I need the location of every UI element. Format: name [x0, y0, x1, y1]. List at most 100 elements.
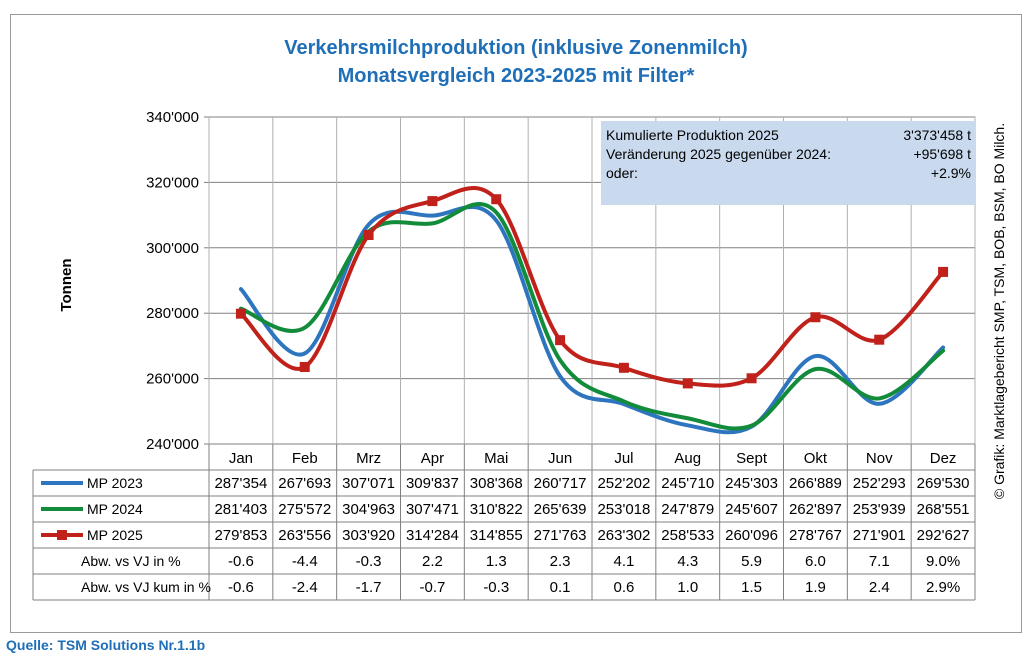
table-cell: 247'879 [661, 501, 714, 518]
category-label: Feb [292, 450, 318, 467]
data-point-marker [555, 335, 566, 346]
table-cell: 279'853 [214, 527, 267, 544]
credit-text: © Grafik: Marktlagebericht SMP, TSM, BOB… [991, 123, 1007, 499]
table-cell: 245'710 [661, 475, 714, 492]
legend-key-marker [57, 530, 67, 540]
table-cell: 2.4 [869, 579, 890, 596]
category-label: Dez [930, 450, 957, 467]
table-cell: -0.3 [356, 553, 382, 570]
annotation-box [601, 121, 975, 205]
table-cell: 9.0% [926, 553, 960, 570]
table-cell: 1.5 [741, 579, 762, 596]
table-cell: 262'897 [789, 501, 842, 518]
y-tick-label: 240'000 [146, 436, 199, 453]
legend-label: MP 2024 [87, 501, 143, 517]
y-tick-label: 320'000 [146, 174, 199, 191]
table-cell: 4.3 [677, 553, 698, 570]
chart-title-line: Verkehrsmilchproduktion (inklusive Zonen… [284, 37, 747, 59]
table-cell: 5.9 [741, 553, 762, 570]
table-cell: 309'837 [406, 475, 459, 492]
table-cell: 253'939 [853, 501, 906, 518]
table-cell: 245'303 [725, 475, 778, 492]
table-cell: -2.4 [292, 579, 318, 596]
data-point-marker [682, 378, 693, 389]
data-point-marker [235, 308, 246, 319]
chart: Verkehrsmilchproduktion (inklusive Zonen… [32, 37, 1007, 601]
y-tick-label: 340'000 [146, 109, 199, 126]
table-cell: 2.2 [422, 553, 443, 570]
table-cell: 278'767 [789, 527, 842, 544]
legend-label: MP 2023 [87, 475, 143, 491]
data-point-marker [491, 194, 502, 205]
table-cell: 2.9% [926, 579, 960, 596]
category-label: Aug [674, 450, 701, 467]
data-point-marker [363, 229, 374, 240]
data-point-marker [938, 266, 949, 277]
category-label: Jun [548, 450, 572, 467]
category-label: Jul [614, 450, 633, 467]
table-cell: 1.3 [486, 553, 507, 570]
category-label: Jan [229, 450, 253, 467]
table-cell: 307'071 [342, 475, 395, 492]
legend-label: MP 2025 [87, 527, 143, 543]
table-cell: 260'096 [725, 527, 778, 544]
category-label: Mrz [356, 450, 381, 467]
annotation-value: +2.9% [931, 165, 971, 181]
table-cell: 265'639 [534, 501, 587, 518]
table-cell: 267'693 [278, 475, 331, 492]
table-cell: 281'403 [214, 501, 267, 518]
table-cell: 252'293 [853, 475, 906, 492]
table-cell: 1.0 [677, 579, 698, 596]
table-cell: -0.6 [228, 579, 254, 596]
source-note: Quelle: TSM Solutions Nr.1.1b [6, 637, 206, 653]
annotation-label: Kumulierte Produktion 2025 [606, 127, 779, 143]
table-cell: 0.6 [613, 579, 634, 596]
y-tick-label: 260'000 [146, 371, 199, 388]
data-point-marker [746, 373, 757, 384]
table-cell: 271'763 [534, 527, 587, 544]
table-cell: 253'018 [597, 501, 650, 518]
table-cell: 245'607 [725, 501, 778, 518]
data-point-marker [427, 196, 438, 207]
row-label: Abw. vs VJ kum in % [81, 579, 211, 595]
table-cell: 304'963 [342, 501, 395, 518]
category-label: Nov [866, 450, 893, 467]
table-cell: 287'354 [214, 475, 267, 492]
table-cell: 266'889 [789, 475, 842, 492]
category-label: Sept [736, 450, 768, 467]
table-cell: -0.6 [228, 553, 254, 570]
table-cell: 275'572 [278, 501, 331, 518]
y-axis-label: Tonnen [58, 258, 75, 311]
row-label: Abw. vs VJ in % [81, 553, 181, 569]
table-cell: -4.4 [292, 553, 318, 570]
table-cell: 269'530 [917, 475, 970, 492]
chart-title-line: Monatsvergleich 2023-2025 mit Filter* [338, 65, 695, 87]
table-cell: 271'901 [853, 527, 906, 544]
table-cell: 2.3 [550, 553, 571, 570]
annotation-label: Veränderung 2025 gegenüber 2024: [606, 146, 831, 162]
data-point-marker [874, 334, 885, 345]
series-line-mp-2024 [238, 202, 946, 431]
table-cell: 252'202 [597, 475, 650, 492]
category-label: Apr [421, 450, 444, 467]
chart-frame: Verkehrsmilchproduktion (inklusive Zonen… [10, 14, 1022, 633]
table-cell: 258'533 [661, 527, 714, 544]
category-label: Okt [804, 450, 828, 467]
data-point-marker [810, 312, 821, 323]
table-cell: 260'717 [534, 475, 587, 492]
table-cell: 308'368 [470, 475, 523, 492]
y-tick-label: 300'000 [146, 240, 199, 257]
table-cell: -1.7 [356, 579, 382, 596]
table-cell: 263'302 [597, 527, 650, 544]
data-point-marker [618, 362, 629, 373]
table-cell: 7.1 [869, 553, 890, 570]
table-cell: 6.0 [805, 553, 826, 570]
category-label: Mai [484, 450, 508, 467]
table-cell: 314'855 [470, 527, 523, 544]
table-cell: 263'556 [278, 527, 331, 544]
annotation-value: 3'373'458 t [903, 127, 971, 143]
annotation-value: +95'698 t [913, 146, 971, 162]
y-tick-label: 280'000 [146, 305, 199, 322]
table-cell: 0.1 [550, 579, 571, 596]
table-cell: -0.3 [483, 579, 509, 596]
